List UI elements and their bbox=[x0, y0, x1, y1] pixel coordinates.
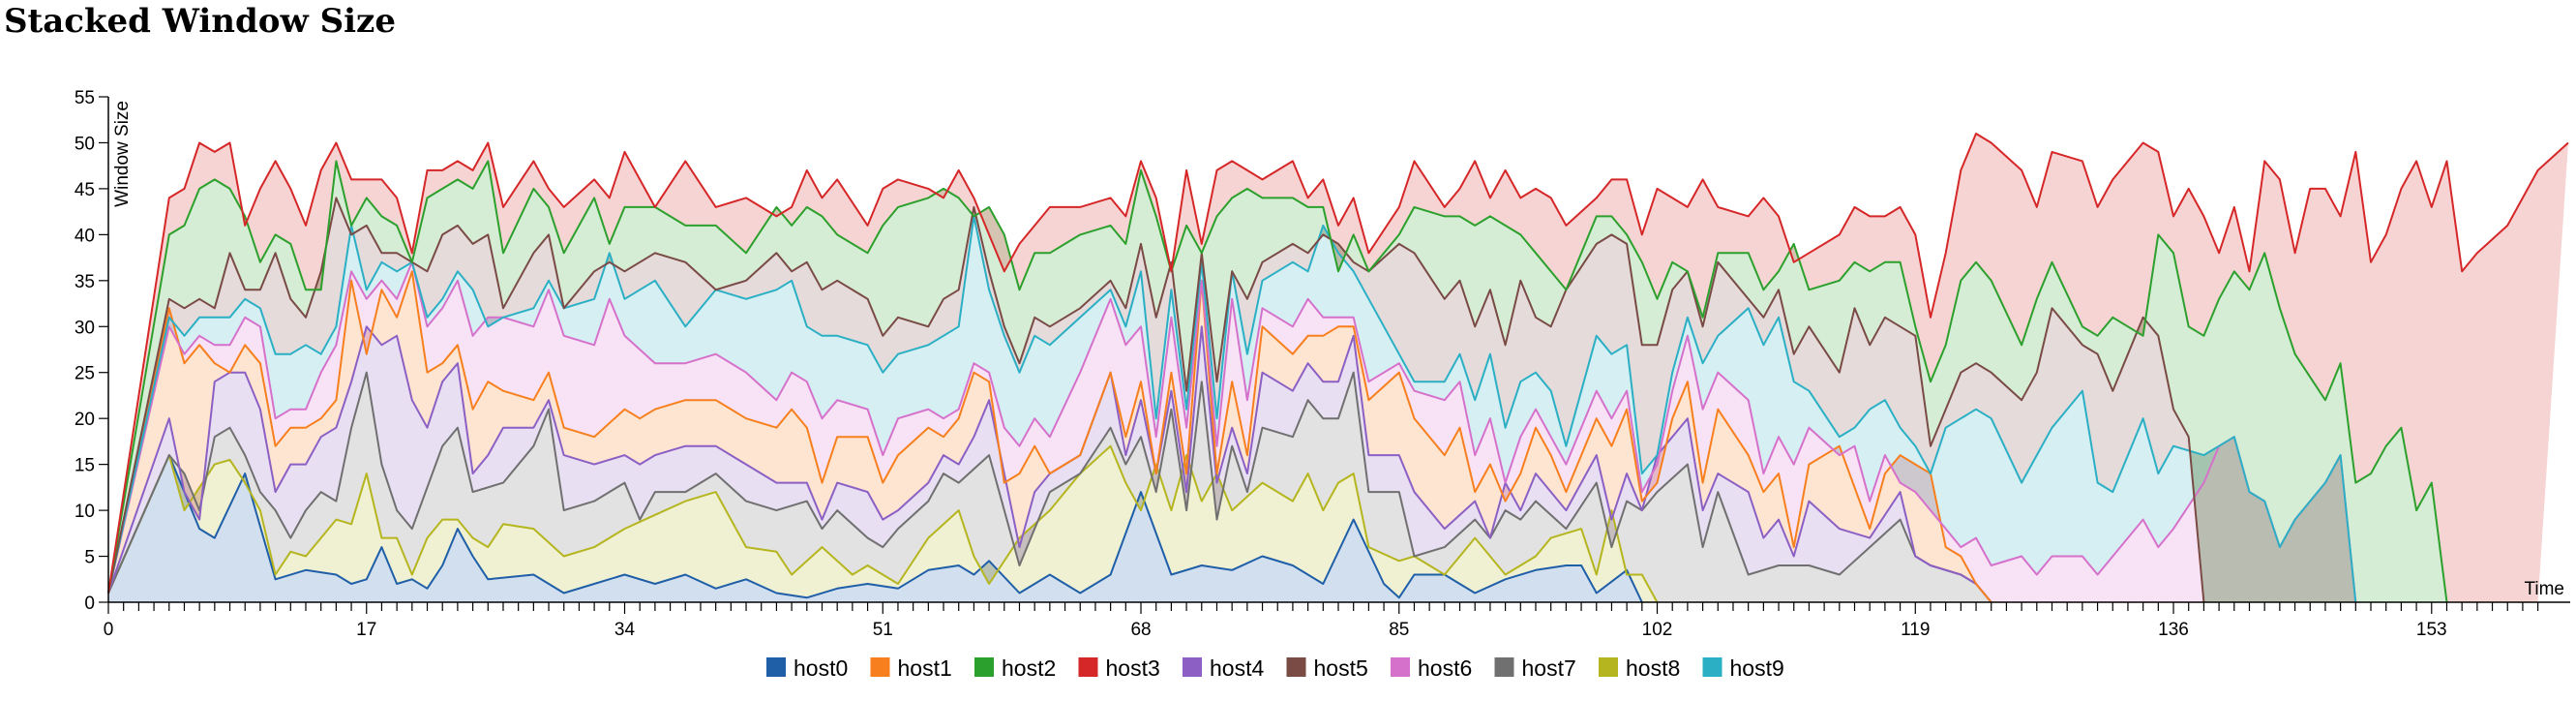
chart-title: Stacked Window Size bbox=[4, 2, 396, 41]
line-host8 bbox=[107, 444, 1659, 603]
legend-item-host4: host4 bbox=[1183, 655, 1264, 681]
y-tick-label: 10 bbox=[75, 502, 95, 522]
legend-swatch bbox=[974, 657, 994, 677]
legend-swatch bbox=[1702, 657, 1722, 677]
legend-label: host6 bbox=[1418, 655, 1472, 681]
x-axis-label: Time bbox=[2524, 579, 2564, 599]
lines-layer bbox=[107, 133, 2569, 603]
y-axis-label: Window Size bbox=[112, 101, 133, 207]
legend-swatch bbox=[1494, 657, 1514, 677]
area-host5 bbox=[108, 198, 2538, 602]
legend-item-host6: host6 bbox=[1391, 655, 1472, 681]
legend-label: host7 bbox=[1522, 655, 1576, 681]
legend-item-host5: host5 bbox=[1286, 655, 1368, 681]
legend-item-host9: host9 bbox=[1702, 655, 1784, 681]
line-host0 bbox=[107, 454, 1643, 603]
legend-swatch bbox=[870, 657, 890, 677]
x-tick-label: 34 bbox=[614, 620, 636, 640]
legend-swatch bbox=[1183, 657, 1202, 677]
legend-swatch bbox=[1078, 657, 1098, 677]
legend-item-host1: host1 bbox=[870, 655, 952, 681]
y-tick-label: 25 bbox=[75, 364, 95, 384]
line-host2 bbox=[107, 160, 2448, 603]
legend-label: host1 bbox=[898, 655, 952, 681]
legend-label: host5 bbox=[1314, 655, 1368, 681]
area-host3 bbox=[108, 134, 2568, 602]
x-tick-label: 68 bbox=[1130, 620, 1151, 640]
y-tick-label: 0 bbox=[84, 594, 95, 614]
legend-label: host0 bbox=[794, 655, 848, 681]
x-tick-label: 119 bbox=[1901, 620, 1930, 640]
legend-label: host4 bbox=[1210, 655, 1264, 681]
area-host9 bbox=[108, 216, 2538, 602]
x-tick-label: 85 bbox=[1389, 620, 1409, 640]
area-host0 bbox=[108, 455, 2538, 602]
line-host6 bbox=[107, 260, 2357, 603]
y-tick-label: 40 bbox=[75, 226, 95, 246]
y-axis-ticks: 0 5 10 15 20 25 30 35 40 45 50 55 bbox=[75, 88, 108, 614]
line-host9 bbox=[107, 215, 2357, 603]
legend-item-host2: host2 bbox=[974, 655, 1056, 681]
y-tick-label: 15 bbox=[75, 456, 95, 476]
legend-item-host0: host0 bbox=[766, 655, 848, 681]
x-tick-label: 102 bbox=[1642, 620, 1673, 640]
y-tick-label: 30 bbox=[75, 318, 95, 338]
legend: host0 host1 host2 host3 host4 host5 host6 host7… bbox=[766, 655, 1784, 681]
legend-label: host3 bbox=[1106, 655, 1160, 681]
line-host3 bbox=[107, 133, 2569, 594]
axes-layer: 0 17 34 51 68 85 102 119 136 153 0 5 10 15 20 25 30 35 40… bbox=[75, 88, 2570, 640]
y-tick-label: 5 bbox=[84, 548, 95, 568]
y-tick-label: 35 bbox=[75, 272, 95, 292]
legend-label: host9 bbox=[1730, 655, 1784, 681]
x-tick-label: 51 bbox=[873, 620, 893, 640]
legend-item-host3: host3 bbox=[1078, 655, 1160, 681]
area-host2 bbox=[108, 161, 2538, 602]
x-tick-label: 153 bbox=[2416, 620, 2447, 640]
y-tick-label: 45 bbox=[75, 180, 95, 200]
legend-label: host8 bbox=[1626, 655, 1680, 681]
areas-layer bbox=[108, 134, 2568, 602]
legend-swatch bbox=[1599, 657, 1618, 677]
area-host1 bbox=[108, 271, 2538, 602]
x-tick-label: 0 bbox=[104, 620, 114, 640]
y-tick-label: 50 bbox=[75, 134, 95, 154]
legend-item-host8: host8 bbox=[1599, 655, 1680, 681]
y-tick-label: 55 bbox=[75, 88, 95, 108]
legend-item-host7: host7 bbox=[1494, 655, 1576, 681]
area-host8 bbox=[108, 445, 2538, 602]
area-host6 bbox=[108, 261, 2538, 602]
legend-swatch bbox=[766, 657, 786, 677]
legend-label: host2 bbox=[1002, 655, 1056, 681]
legend-swatch bbox=[1286, 657, 1306, 677]
x-tick-label: 136 bbox=[2158, 620, 2189, 640]
x-tick-label: 17 bbox=[356, 620, 376, 640]
line-host1 bbox=[107, 270, 1992, 603]
x-axis-ticks: 0 17 34 51 68 85 102 119 136 153 bbox=[104, 602, 2539, 640]
legend-swatch bbox=[1391, 657, 1410, 677]
line-host5 bbox=[107, 197, 2205, 603]
area-host7 bbox=[108, 372, 2538, 602]
y-tick-label: 20 bbox=[75, 410, 95, 430]
